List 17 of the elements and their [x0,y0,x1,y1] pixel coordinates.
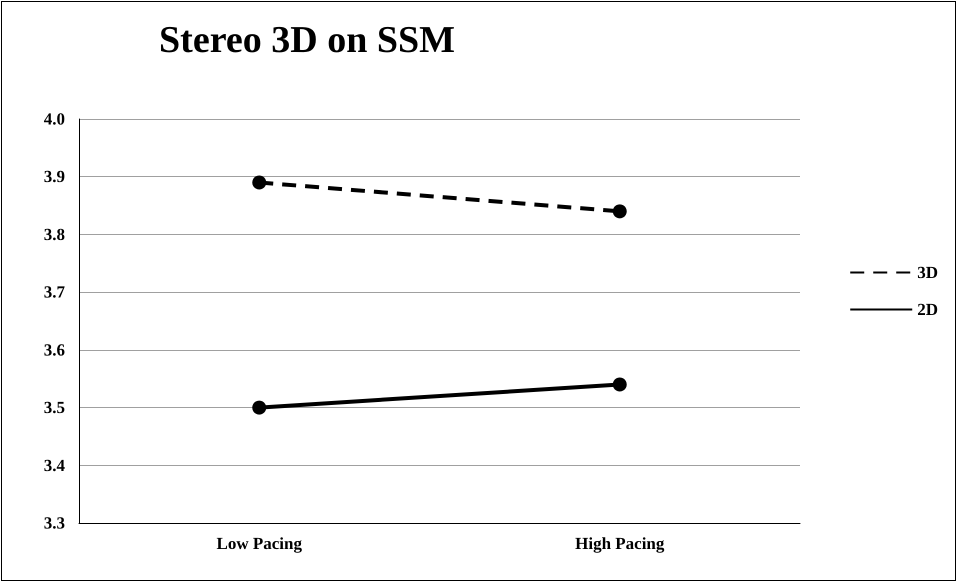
legend-label: 2D [917,300,938,319]
point [612,204,627,218]
legend-label: 3D [917,263,938,282]
x-tick-label: Low Pacing [216,534,302,553]
y-tick-label: 4.0 [44,110,65,128]
y-tick-label: 3.8 [44,224,65,244]
x-tick-label: High Pacing [575,534,665,553]
point [252,400,266,415]
y-tick-label: 3.3 [44,514,65,532]
point [612,377,627,392]
y-tick-label: 3.4 [44,456,66,475]
y-tick-label: 3.7 [44,282,66,302]
y-tick-label: 3.6 [44,340,65,360]
point [252,175,266,190]
chart-title: Stereo 3D on SSM [159,19,455,61]
y-tick-label: 3.5 [44,398,65,418]
y-tick-label: 3.9 [44,167,65,186]
